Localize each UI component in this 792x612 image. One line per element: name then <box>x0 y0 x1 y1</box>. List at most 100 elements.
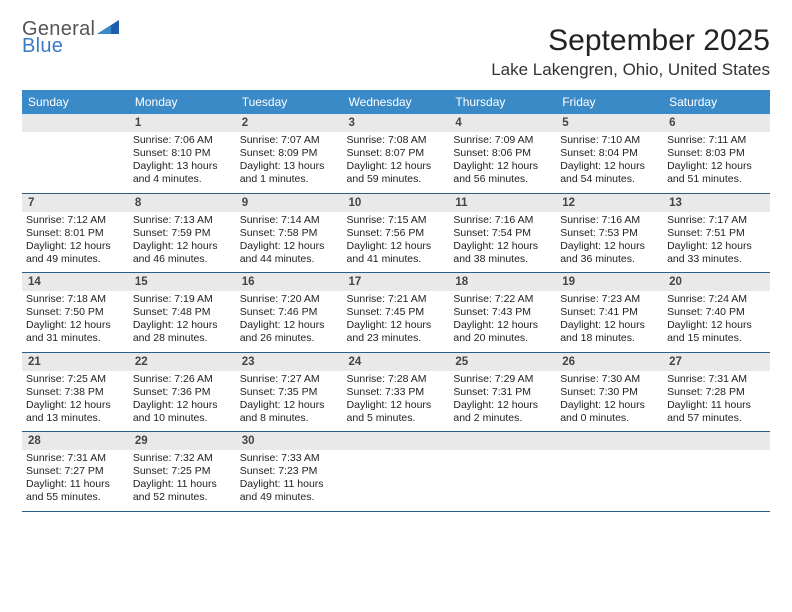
calendar-day-cell: 15 Sunrise: 7:19 AMSunset: 7:48 PMDayligh… <box>129 273 236 353</box>
calendar-day-cell: 19Sunrise: 7:23 AMSunset: 7:41 PMDayligh… <box>556 273 663 353</box>
page-title: September 2025 <box>548 24 770 58</box>
sunrise-text: Sunrise: 7:11 AM <box>667 134 766 147</box>
day-number: 24 <box>343 353 450 371</box>
day-details <box>343 450 450 504</box>
calendar-week-row: 14Sunrise: 7:18 AMSunset: 7:50 PMDayligh… <box>22 273 770 353</box>
daylight-text: Daylight: 13 hours and 1 minutes. <box>240 160 339 186</box>
day-details: Sunrise: 7:14 AMSunset: 7:58 PMDaylight:… <box>236 212 343 273</box>
day-number: 15 <box>129 273 236 291</box>
day-number: 23 <box>236 353 343 371</box>
day-details: Sunrise: 7:17 AMSunset: 7:51 PMDaylight:… <box>663 212 770 273</box>
day-details: Sunrise: 7:24 AMSunset: 7:40 PMDaylight:… <box>663 291 770 352</box>
daylight-text: Daylight: 12 hours and 15 minutes. <box>667 319 766 345</box>
calendar-day-cell <box>22 114 129 193</box>
day-number: 20 <box>663 273 770 291</box>
daylight-text: Daylight: 12 hours and 28 minutes. <box>133 319 232 345</box>
calendar-day-cell: 12Sunrise: 7:16 AMSunset: 7:53 PMDayligh… <box>556 193 663 273</box>
daylight-text: Daylight: 12 hours and 18 minutes. <box>560 319 659 345</box>
daylight-text: Daylight: 12 hours and 36 minutes. <box>560 240 659 266</box>
sunset-text: Sunset: 7:30 PM <box>560 386 659 399</box>
daylight-text: Daylight: 12 hours and 31 minutes. <box>26 319 125 345</box>
calendar-day-cell: 23Sunrise: 7:27 AMSunset: 7:35 PMDayligh… <box>236 352 343 432</box>
day-details: Sunrise: 7:15 AMSunset: 7:56 PMDaylight:… <box>343 212 450 273</box>
calendar-day-cell: 18Sunrise: 7:22 AMSunset: 7:43 PMDayligh… <box>449 273 556 353</box>
calendar-day-cell: 28Sunrise: 7:31 AMSunset: 7:27 PMDayligh… <box>22 432 129 512</box>
calendar-day-cell: 27Sunrise: 7:31 AMSunset: 7:28 PMDayligh… <box>663 352 770 432</box>
day-number: 16 <box>236 273 343 291</box>
daylight-text: Daylight: 12 hours and 46 minutes. <box>133 240 232 266</box>
sunset-text: Sunset: 7:50 PM <box>26 306 125 319</box>
day-details: Sunrise: 7:09 AMSunset: 8:06 PMDaylight:… <box>449 132 556 193</box>
weekday-header: Saturday <box>663 90 770 114</box>
sunset-text: Sunset: 7:56 PM <box>347 227 446 240</box>
day-details <box>22 132 129 186</box>
logo-triangle-icon <box>97 20 119 39</box>
sunrise-text: Sunrise: 7:10 AM <box>560 134 659 147</box>
calendar-day-cell <box>343 432 450 512</box>
sunrise-text: Sunrise: 7:21 AM <box>347 293 446 306</box>
day-number <box>343 432 450 450</box>
day-details: Sunrise: 7:30 AMSunset: 7:30 PMDaylight:… <box>556 371 663 432</box>
daylight-text: Daylight: 13 hours and 4 minutes. <box>133 160 232 186</box>
day-details: Sunrise: 7:31 AMSunset: 7:27 PMDaylight:… <box>22 450 129 511</box>
calendar-day-cell: 2Sunrise: 7:07 AMSunset: 8:09 PMDaylight… <box>236 114 343 193</box>
sunset-text: Sunset: 7:27 PM <box>26 465 125 478</box>
day-number: 19 <box>556 273 663 291</box>
daylight-text: Daylight: 12 hours and 38 minutes. <box>453 240 552 266</box>
header-row: General Blue September 2025 <box>22 18 770 58</box>
daylight-text: Daylight: 12 hours and 44 minutes. <box>240 240 339 266</box>
calendar-day-cell <box>556 432 663 512</box>
sunset-text: Sunset: 7:48 PM <box>133 306 232 319</box>
calendar-week-row: 28Sunrise: 7:31 AMSunset: 7:27 PMDayligh… <box>22 432 770 512</box>
calendar-day-cell: 14Sunrise: 7:18 AMSunset: 7:50 PMDayligh… <box>22 273 129 353</box>
calendar-day-cell: 26Sunrise: 7:30 AMSunset: 7:30 PMDayligh… <box>556 352 663 432</box>
day-number: 27 <box>663 353 770 371</box>
sunset-text: Sunset: 7:53 PM <box>560 227 659 240</box>
sunset-text: Sunset: 7:59 PM <box>133 227 232 240</box>
daylight-text: Daylight: 12 hours and 54 minutes. <box>560 160 659 186</box>
calendar-day-cell: 22Sunrise: 7:26 AMSunset: 7:36 PMDayligh… <box>129 352 236 432</box>
day-number: 11 <box>449 194 556 212</box>
calendar-day-cell: 29Sunrise: 7:32 AMSunset: 7:25 PMDayligh… <box>129 432 236 512</box>
day-details: Sunrise: 7:11 AMSunset: 8:03 PMDaylight:… <box>663 132 770 193</box>
weekday-header: Wednesday <box>343 90 450 114</box>
sunrise-text: Sunrise: 7:08 AM <box>347 134 446 147</box>
weekday-header: Monday <box>129 90 236 114</box>
daylight-text: Daylight: 12 hours and 56 minutes. <box>453 160 552 186</box>
sunrise-text: Sunrise: 7:30 AM <box>560 373 659 386</box>
sunset-text: Sunset: 8:01 PM <box>26 227 125 240</box>
sunrise-text: Sunrise: 7:31 AM <box>667 373 766 386</box>
daylight-text: Daylight: 12 hours and 13 minutes. <box>26 399 125 425</box>
day-number: 1 <box>129 114 236 132</box>
calendar-body: 1Sunrise: 7:06 AMSunset: 8:10 PMDaylight… <box>22 114 770 511</box>
sunrise-text: Sunrise: 7:19 AM <box>133 293 232 306</box>
daylight-text: Daylight: 11 hours and 52 minutes. <box>133 478 232 504</box>
calendar-day-cell: 1Sunrise: 7:06 AMSunset: 8:10 PMDaylight… <box>129 114 236 193</box>
sunset-text: Sunset: 7:45 PM <box>347 306 446 319</box>
day-details <box>449 450 556 504</box>
calendar-day-cell: 4Sunrise: 7:09 AMSunset: 8:06 PMDaylight… <box>449 114 556 193</box>
calendar-day-cell: 16Sunrise: 7:20 AMSunset: 7:46 PMDayligh… <box>236 273 343 353</box>
sunrise-text: Sunrise: 7:32 AM <box>133 452 232 465</box>
day-details <box>556 450 663 504</box>
sunset-text: Sunset: 8:09 PM <box>240 147 339 160</box>
day-details <box>663 450 770 504</box>
day-details: Sunrise: 7:25 AMSunset: 7:38 PMDaylight:… <box>22 371 129 432</box>
sunrise-text: Sunrise: 7:26 AM <box>133 373 232 386</box>
day-details: Sunrise: 7:13 AMSunset: 7:59 PMDaylight:… <box>129 212 236 273</box>
day-number: 10 <box>343 194 450 212</box>
daylight-text: Daylight: 11 hours and 49 minutes. <box>240 478 339 504</box>
day-number: 9 <box>236 194 343 212</box>
weekday-header: Tuesday <box>236 90 343 114</box>
calendar-day-cell: 7Sunrise: 7:12 AMSunset: 8:01 PMDaylight… <box>22 193 129 273</box>
sunrise-text: Sunrise: 7:17 AM <box>667 214 766 227</box>
calendar-day-cell: 30Sunrise: 7:33 AMSunset: 7:23 PMDayligh… <box>236 432 343 512</box>
daylight-text: Daylight: 12 hours and 51 minutes. <box>667 160 766 186</box>
day-details: Sunrise: 7:12 AMSunset: 8:01 PMDaylight:… <box>22 212 129 273</box>
location-subtitle: Lake Lakengren, Ohio, United States <box>22 60 770 80</box>
day-number: 5 <box>556 114 663 132</box>
sunset-text: Sunset: 7:51 PM <box>667 227 766 240</box>
daylight-text: Daylight: 12 hours and 23 minutes. <box>347 319 446 345</box>
daylight-text: Daylight: 12 hours and 20 minutes. <box>453 319 552 345</box>
sunrise-text: Sunrise: 7:14 AM <box>240 214 339 227</box>
